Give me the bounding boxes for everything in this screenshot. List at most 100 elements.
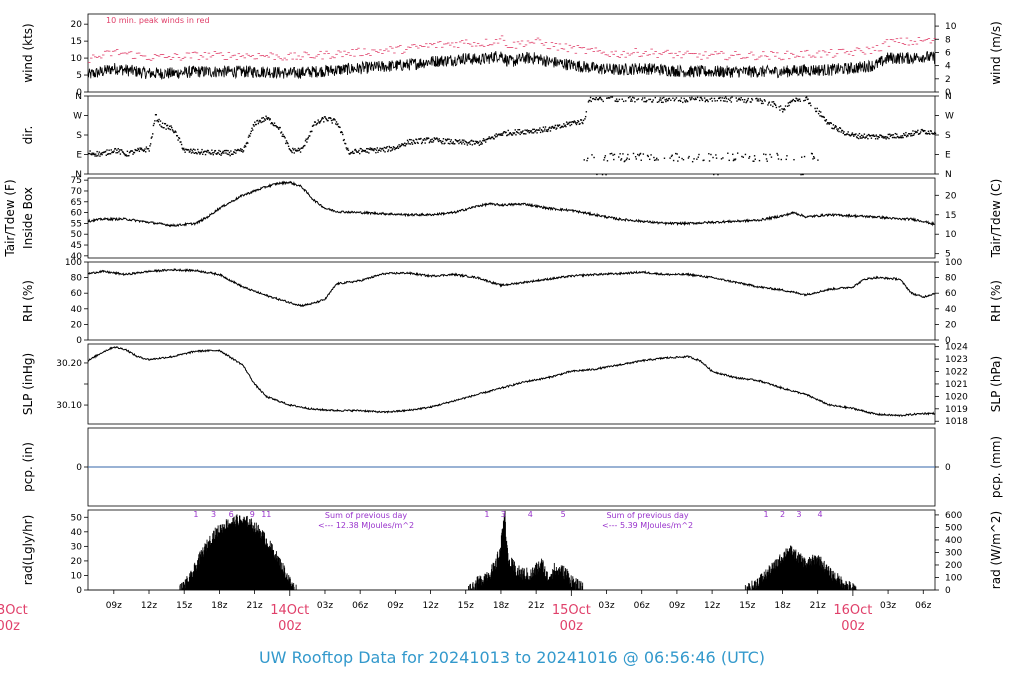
dir-point xyxy=(473,143,476,145)
dir-point xyxy=(174,130,176,132)
dir-point xyxy=(561,125,563,128)
dir-point xyxy=(771,101,773,103)
dir-point xyxy=(548,127,550,129)
dir-point xyxy=(826,123,828,125)
dir-point xyxy=(909,133,911,135)
dir-point xyxy=(855,136,858,138)
dir-point xyxy=(385,147,388,149)
dir-point xyxy=(934,131,936,134)
dir-point xyxy=(107,153,109,156)
dir-point xyxy=(167,127,169,129)
dir-point xyxy=(765,153,767,156)
dir-point xyxy=(803,155,806,158)
dir-point xyxy=(772,105,774,108)
dir-point xyxy=(514,129,516,131)
dir-point xyxy=(378,149,381,151)
dir-point xyxy=(396,146,398,149)
dir-point xyxy=(428,141,431,144)
dir-point xyxy=(198,151,200,154)
dir-point xyxy=(411,143,414,145)
dir-point xyxy=(725,97,728,100)
dir-point xyxy=(513,132,516,134)
dir-point xyxy=(625,100,627,102)
dir-point xyxy=(532,132,535,134)
dir-point xyxy=(466,144,469,146)
dir-point xyxy=(722,100,725,102)
dir-point xyxy=(733,158,735,161)
dir-point xyxy=(632,152,635,155)
dir-point xyxy=(313,121,316,123)
dir-point xyxy=(791,99,794,102)
dir-point xyxy=(930,130,932,132)
dir-point xyxy=(906,134,909,136)
dir-point xyxy=(689,99,692,101)
rh-left-tick-label: 20 xyxy=(71,320,83,330)
dir-point xyxy=(247,142,249,144)
dir-point xyxy=(751,97,753,100)
dir-point xyxy=(831,127,833,129)
dir-point xyxy=(250,130,252,132)
dir-point xyxy=(102,151,105,154)
dir-point xyxy=(206,149,209,152)
dir-point xyxy=(534,130,536,133)
dir-point xyxy=(486,138,488,141)
dir-point xyxy=(848,133,850,136)
dir-point xyxy=(850,134,852,137)
dir-point xyxy=(858,137,860,140)
dir-point xyxy=(449,140,452,143)
dir-point xyxy=(828,123,830,125)
dir-point xyxy=(753,155,756,157)
dir-point xyxy=(810,152,813,155)
dir-point xyxy=(754,158,756,160)
dir-point xyxy=(727,152,729,154)
dir-point xyxy=(101,153,103,156)
dir-point xyxy=(211,152,214,154)
dir-point xyxy=(620,158,623,160)
dir-point xyxy=(315,124,317,126)
dir-point xyxy=(519,133,521,136)
dir-point xyxy=(126,155,128,157)
dir-point xyxy=(415,138,417,140)
temp-series-line xyxy=(87,180,936,228)
dir-point xyxy=(612,154,614,156)
dir-point xyxy=(387,149,390,151)
dir-point xyxy=(608,97,611,99)
dir-point xyxy=(195,152,198,154)
dir-point xyxy=(366,151,369,153)
dir-ylabel-left: dir. xyxy=(21,126,35,145)
dir-point xyxy=(673,99,676,102)
dir-point xyxy=(268,119,271,121)
dir-point xyxy=(475,140,477,143)
rh-ylabel-right: RH (%) xyxy=(989,280,1003,322)
dir-point xyxy=(599,96,602,99)
dir-point xyxy=(713,173,715,176)
dir-point xyxy=(192,148,195,150)
dir-point xyxy=(437,140,440,143)
dir-point xyxy=(636,98,638,101)
dir-point xyxy=(884,137,886,139)
dir-point xyxy=(711,100,714,102)
dir-point xyxy=(499,133,502,135)
dir-point xyxy=(327,119,329,122)
dir-point xyxy=(839,127,841,129)
dir-point xyxy=(866,134,868,137)
dir-point xyxy=(917,129,919,132)
dir-point xyxy=(723,97,726,99)
slp-left-tick-label: 30.20 xyxy=(56,359,82,369)
slp-right-tick-label: 1022 xyxy=(945,368,968,378)
dir-point xyxy=(405,143,407,145)
dir-point xyxy=(604,155,607,157)
temp-right-tick-label: 5 xyxy=(945,250,951,260)
dir-point xyxy=(367,148,369,150)
dir-point xyxy=(330,119,333,122)
dir-point xyxy=(525,133,527,135)
dir-point xyxy=(670,155,673,158)
temp-left-tick-label: 55 xyxy=(71,219,82,229)
dir-point xyxy=(424,142,426,144)
day-tick-label: 15Oct xyxy=(552,603,591,618)
dir-point xyxy=(667,98,670,100)
dir-point xyxy=(521,131,523,133)
dir-point xyxy=(430,141,433,143)
dir-point xyxy=(329,117,331,119)
temp-panel-frame xyxy=(87,177,936,259)
